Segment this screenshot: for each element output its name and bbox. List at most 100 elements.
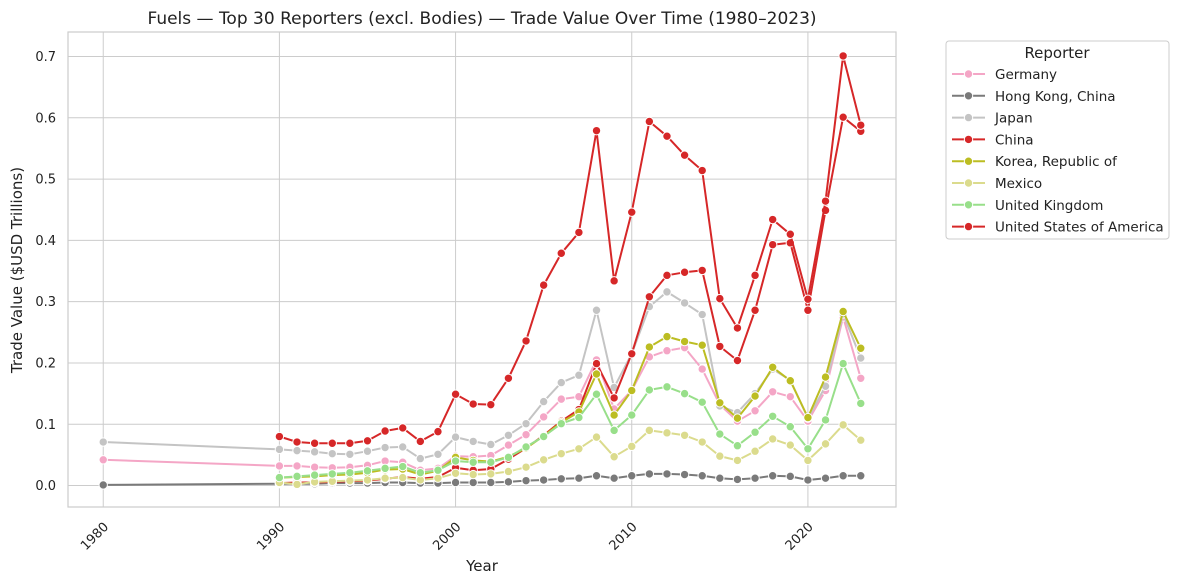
y-tick-label: 0.0	[35, 479, 56, 494]
data-point	[486, 469, 496, 479]
data-point	[556, 448, 566, 459]
data-point	[856, 353, 866, 363]
data-point	[785, 471, 795, 482]
data-point	[767, 214, 778, 225]
data-point	[345, 467, 355, 478]
data-point	[521, 475, 531, 486]
data-point	[662, 331, 672, 342]
data-point	[415, 467, 426, 478]
plot-frame	[67, 31, 897, 508]
data-point	[98, 455, 108, 465]
series-united-kingdom	[274, 358, 866, 483]
data-point	[538, 431, 549, 442]
data-point	[380, 473, 390, 483]
legend-label: Germany	[995, 67, 1057, 83]
data-point	[450, 468, 461, 478]
data-point	[856, 373, 866, 383]
data-point	[644, 425, 655, 436]
data-point	[274, 444, 285, 455]
data-point	[398, 461, 408, 472]
data-point	[486, 439, 496, 450]
data-point	[574, 444, 584, 454]
data-point	[697, 165, 707, 176]
data-point	[98, 437, 108, 447]
data-point	[380, 426, 390, 436]
data-point	[732, 413, 743, 423]
data-point	[433, 449, 443, 459]
legend-item: China	[952, 132, 1034, 148]
data-point	[274, 431, 285, 442]
data-point	[627, 441, 637, 452]
data-point	[750, 406, 760, 416]
data-point	[362, 466, 373, 476]
data-point	[433, 465, 443, 475]
data-point	[609, 276, 619, 286]
data-point	[609, 393, 619, 403]
data-point	[433, 426, 443, 437]
legend-title: Reporter	[1024, 44, 1090, 62]
data-point	[820, 196, 831, 206]
data-point	[856, 435, 866, 445]
data-point	[715, 473, 725, 483]
data-point	[468, 399, 478, 409]
data-point	[697, 265, 707, 276]
data-point	[644, 342, 655, 352]
series-korea-republic-of	[274, 306, 866, 483]
data-point	[767, 387, 778, 397]
y-tick-label: 0.4	[35, 234, 56, 249]
data-point	[785, 376, 795, 386]
data-point	[468, 457, 478, 467]
series-united-states-of-america	[274, 51, 866, 448]
y-tick-label: 0.1	[35, 418, 56, 433]
legend-label: China	[995, 132, 1034, 148]
data-point	[362, 446, 373, 456]
legend-label: Mexico	[995, 176, 1042, 192]
data-point	[468, 477, 478, 488]
legend: Reporter Germany Hong Kong, China Japan Chi…	[945, 40, 1170, 240]
data-point	[785, 391, 795, 402]
data-point	[450, 389, 461, 399]
grid	[68, 32, 896, 507]
data-point	[503, 477, 514, 487]
data-point	[697, 437, 707, 447]
data-point	[274, 461, 285, 471]
data-point	[856, 398, 866, 409]
data-point	[574, 473, 584, 483]
data-point	[820, 415, 831, 425]
data-point	[345, 438, 355, 448]
legend-item: Mexico	[952, 176, 1042, 192]
data-point	[732, 455, 743, 466]
data-point	[715, 398, 725, 408]
series-layer	[98, 51, 866, 490]
legend-swatch-marker	[963, 221, 974, 232]
data-point	[838, 358, 848, 369]
data-point	[750, 391, 760, 401]
data-point	[662, 346, 672, 356]
legend-label: United States of America	[995, 220, 1164, 236]
legend-item: United States of America	[952, 220, 1164, 236]
data-point	[785, 229, 795, 239]
data-point	[503, 466, 514, 477]
data-point	[750, 305, 760, 315]
data-point	[556, 418, 566, 429]
data-point	[715, 293, 725, 304]
y-axis-label: Trade Value ($USD Trillions)	[8, 167, 26, 374]
data-point	[538, 412, 549, 422]
data-point	[415, 436, 426, 447]
data-point	[521, 336, 531, 346]
legend-item: Korea, Republic of	[952, 154, 1118, 170]
data-point	[767, 239, 778, 250]
data-point	[309, 438, 320, 448]
data-point	[609, 425, 619, 436]
data-point	[803, 444, 813, 454]
legend-items: Germany Hong Kong, China Japan China Korea, …	[952, 67, 1164, 236]
data-point	[785, 422, 795, 432]
data-point	[591, 432, 602, 442]
data-point	[591, 389, 602, 399]
data-point	[856, 120, 866, 130]
series-germany	[98, 312, 866, 475]
data-point	[750, 270, 760, 281]
y-tick-label: 0.7	[35, 50, 56, 65]
